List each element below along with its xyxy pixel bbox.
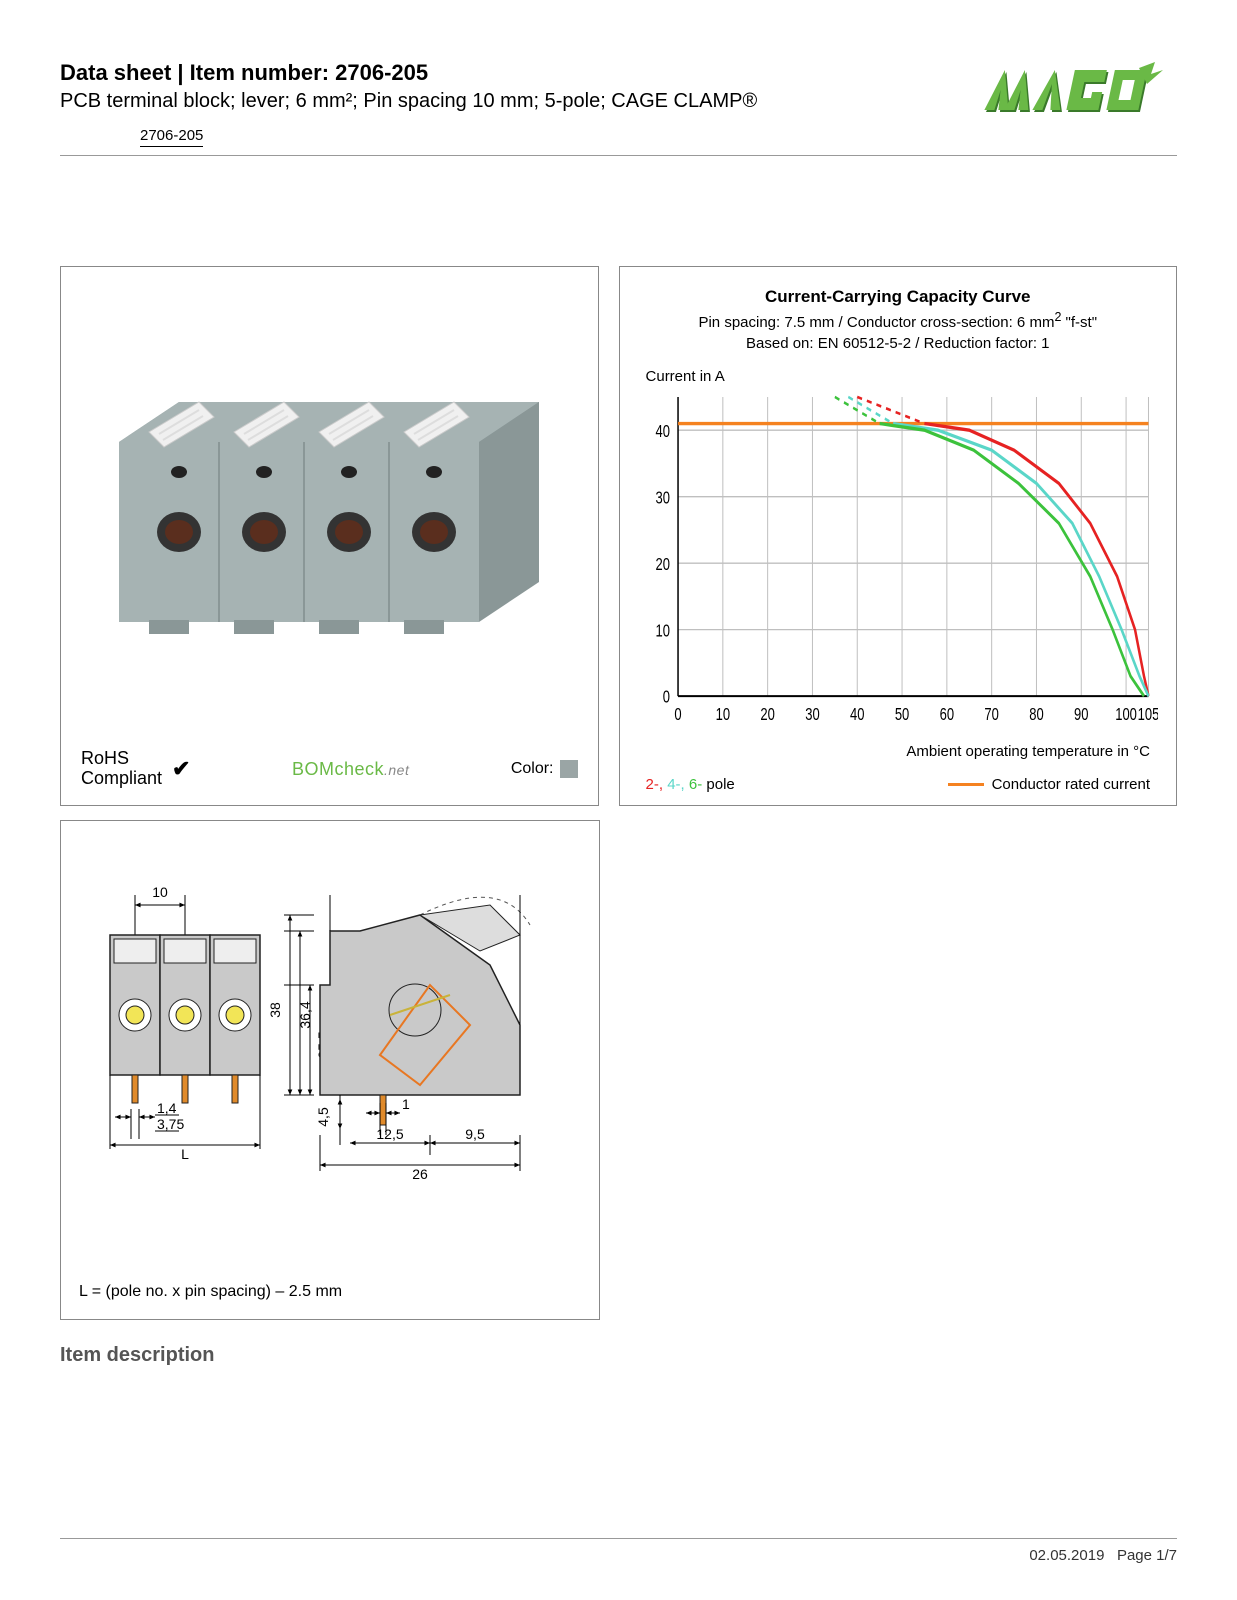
dimension-note: L = (pole no. x pin spacing) – 2.5 mm xyxy=(79,1283,581,1301)
chart-sub1: Pin spacing: 7.5 mm / Conductor cross-se… xyxy=(638,309,1158,333)
svg-text:1: 1 xyxy=(402,1096,410,1112)
svg-text:3,75: 3,75 xyxy=(157,1116,184,1132)
chart-sub1-suffix: "f-st" xyxy=(1061,314,1097,331)
dimension-drawing: 101,43,75L3836,425,54,5112,59,526 xyxy=(79,839,581,1271)
svg-text:1,4: 1,4 xyxy=(157,1100,177,1116)
item-tag: 2706-205 xyxy=(140,127,203,147)
check-icon: ✔ xyxy=(172,756,190,782)
svg-text:90: 90 xyxy=(1074,705,1088,724)
chart-y-label: Current in A xyxy=(646,368,1158,385)
wago-logo xyxy=(977,60,1177,120)
chart-area: 0 10 20 30 40 50 60 70 80 90 100105 0 10 20 30 40 xyxy=(638,389,1158,733)
chart-title: Current-Carrying Capacity Curve xyxy=(638,285,1158,309)
svg-text:70: 70 xyxy=(984,705,998,724)
product-footer: RoHS Compliant ✔ BOMcheck.net Color: xyxy=(77,741,582,789)
svg-text:26: 26 xyxy=(412,1166,428,1182)
title-item-number: 2706-205 xyxy=(335,60,428,85)
svg-text:105: 105 xyxy=(1137,705,1158,724)
footer-date: 02.05.2019 xyxy=(1029,1547,1104,1564)
svg-text:20: 20 xyxy=(760,705,774,724)
product-panel: RoHS Compliant ✔ BOMcheck.net Color: xyxy=(60,266,599,806)
svg-text:40: 40 xyxy=(655,422,669,441)
rohs-line2: Compliant xyxy=(81,769,162,789)
legend-rated-label: Conductor rated current xyxy=(992,776,1150,793)
svg-text:10: 10 xyxy=(655,621,669,640)
chart-titles: Current-Carrying Capacity Curve Pin spac… xyxy=(638,285,1158,354)
svg-text:10: 10 xyxy=(715,705,729,724)
svg-text:100: 100 xyxy=(1115,705,1137,724)
rohs-block: RoHS Compliant ✔ xyxy=(81,749,190,789)
bomcheck-suffix: .net xyxy=(384,762,409,778)
legend-6pole: 6- xyxy=(689,776,707,793)
content-row-1: RoHS Compliant ✔ BOMcheck.net Color: Cur… xyxy=(60,266,1177,806)
title-line: Data sheet | Item number: 2706-205 xyxy=(60,60,977,86)
title-prefix: Data sheet xyxy=(60,60,171,85)
svg-text:L: L xyxy=(181,1146,189,1162)
subtitle: PCB terminal block; lever; 6 mm²; Pin sp… xyxy=(60,90,977,113)
svg-text:4,5: 4,5 xyxy=(315,1107,331,1127)
bomcheck-main: BOMcheck xyxy=(292,759,384,779)
section-title: Item description xyxy=(60,1344,1177,1367)
color-label: Color: xyxy=(511,760,554,778)
page-footer: 02.05.2019 Page 1/7 xyxy=(60,1538,1177,1564)
svg-text:50: 50 xyxy=(894,705,908,724)
rohs-line1: RoHS xyxy=(81,749,162,769)
svg-text:38: 38 xyxy=(267,1002,283,1018)
svg-text:9,5: 9,5 xyxy=(465,1126,485,1142)
page-header: Data sheet | Item number: 2706-205 PCB t… xyxy=(60,60,1177,156)
svg-text:12,5: 12,5 xyxy=(376,1126,403,1142)
svg-text:80: 80 xyxy=(1029,705,1043,724)
rohs-text: RoHS Compliant xyxy=(81,749,162,789)
svg-text:30: 30 xyxy=(805,705,819,724)
legend-pole-word: pole xyxy=(706,776,734,793)
header-text-block: Data sheet | Item number: 2706-205 PCB t… xyxy=(60,60,977,147)
chart-x-label: Ambient operating temperature in °C xyxy=(638,743,1150,760)
svg-text:60: 60 xyxy=(939,705,953,724)
legend-2pole: 2-, xyxy=(646,776,668,793)
chart-panel: Current-Carrying Capacity Curve Pin spac… xyxy=(619,266,1177,806)
chart-sub1-prefix: Pin spacing: 7.5 mm / Conductor cross-se… xyxy=(698,314,1054,331)
chart-legend: 2-, 4-, 6- pole Conductor rated current xyxy=(638,776,1158,793)
bomcheck-logo: BOMcheck.net xyxy=(292,759,409,780)
product-image xyxy=(77,283,582,741)
legend-line-icon xyxy=(948,783,984,786)
svg-text:20: 20 xyxy=(655,555,669,574)
legend-rated: Conductor rated current xyxy=(948,776,1150,793)
chart-sub2: Based on: EN 60512-5-2 / Reduction facto… xyxy=(638,333,1158,354)
color-swatch xyxy=(560,760,578,778)
color-label-block: Color: xyxy=(511,760,578,778)
legend-poles: 2-, 4-, 6- pole xyxy=(646,776,735,793)
legend-4pole: 4-, xyxy=(667,776,689,793)
svg-text:0: 0 xyxy=(662,688,669,707)
svg-text:30: 30 xyxy=(655,488,669,507)
dimension-panel: 101,43,75L3836,425,54,5112,59,526 L = (p… xyxy=(60,820,600,1320)
title-item-label: Item number: xyxy=(190,60,329,85)
svg-text:36,4: 36,4 xyxy=(297,1001,313,1028)
svg-text:40: 40 xyxy=(850,705,864,724)
svg-text:10: 10 xyxy=(152,884,168,900)
title-sep: | xyxy=(171,60,189,85)
footer-page: Page 1/7 xyxy=(1117,1547,1177,1564)
svg-text:0: 0 xyxy=(674,705,681,724)
